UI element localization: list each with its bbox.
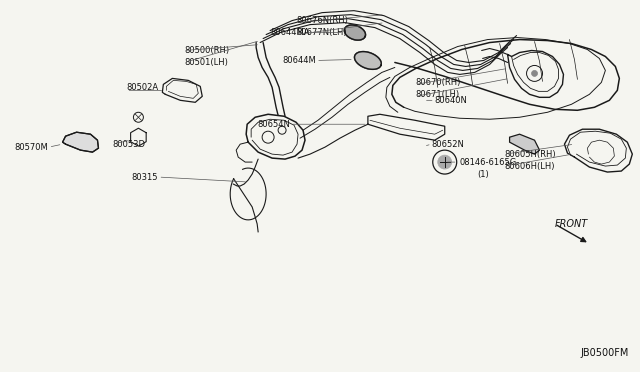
- Text: JB0500FM: JB0500FM: [581, 348, 629, 358]
- Text: 80315: 80315: [132, 173, 158, 182]
- Text: 80501(LH): 80501(LH): [184, 58, 228, 67]
- Text: 80652N: 80652N: [432, 140, 465, 149]
- Text: 08146-6165G: 08146-6165G: [460, 158, 517, 167]
- Circle shape: [532, 70, 538, 76]
- Text: 80644M: 80644M: [282, 56, 316, 65]
- Polygon shape: [344, 25, 365, 40]
- Polygon shape: [355, 52, 381, 69]
- Text: 80670(RH): 80670(RH): [416, 78, 461, 87]
- Text: 80677N(LH): 80677N(LH): [296, 28, 347, 37]
- Text: FRONT: FRONT: [554, 219, 588, 229]
- Text: 80671(LH): 80671(LH): [416, 90, 460, 99]
- Text: 80053D: 80053D: [113, 140, 145, 149]
- Polygon shape: [509, 134, 540, 154]
- Text: 80570M: 80570M: [15, 142, 49, 152]
- Text: 80500(RH): 80500(RH): [184, 46, 229, 55]
- Text: 80606H(LH): 80606H(LH): [504, 161, 555, 171]
- Text: 80676N(RH): 80676N(RH): [296, 16, 348, 25]
- Text: 80640N: 80640N: [435, 96, 468, 105]
- Text: 80654N: 80654N: [257, 120, 290, 129]
- Text: 80502A: 80502A: [127, 83, 159, 92]
- Text: 80605H(RH): 80605H(RH): [504, 150, 556, 158]
- Text: 80644MA: 80644MA: [271, 28, 310, 37]
- Circle shape: [438, 155, 452, 169]
- Text: (1): (1): [477, 170, 490, 179]
- Polygon shape: [63, 132, 99, 152]
